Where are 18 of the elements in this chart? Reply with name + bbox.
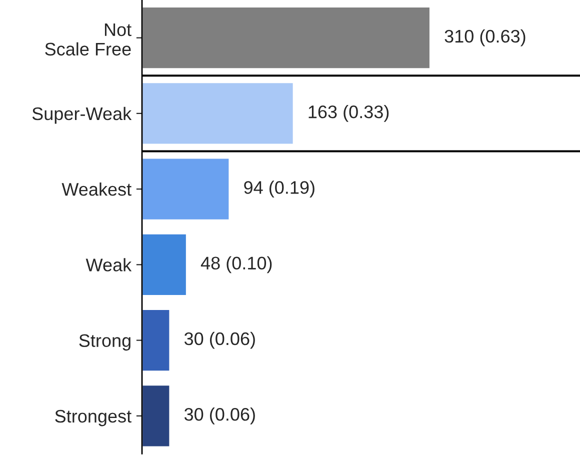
data-label: 30 (0.06) [184,407,255,424]
bar [142,6,431,70]
data-label: 48 (0.10) [200,256,272,274]
data-label: 30 (0.06) [184,332,255,349]
bar [142,82,294,146]
bar [142,308,171,372]
y-tick-label: Strongest [55,410,132,426]
y-tick-label: Not Scale Free [45,24,132,56]
y-tick-label: Weakest [62,182,132,196]
bar [142,232,188,296]
bar [142,157,230,221]
data-label: 310 (0.63) [444,29,526,46]
y-tick-label: Super-Weak [32,106,132,124]
data-label: 163 (0.33) [308,105,389,122]
y-tick-label: Strong [79,334,130,351]
bar [142,384,171,448]
data-label: 94 (0.19) [244,180,314,198]
y-tick-label: Weak [86,258,132,272]
